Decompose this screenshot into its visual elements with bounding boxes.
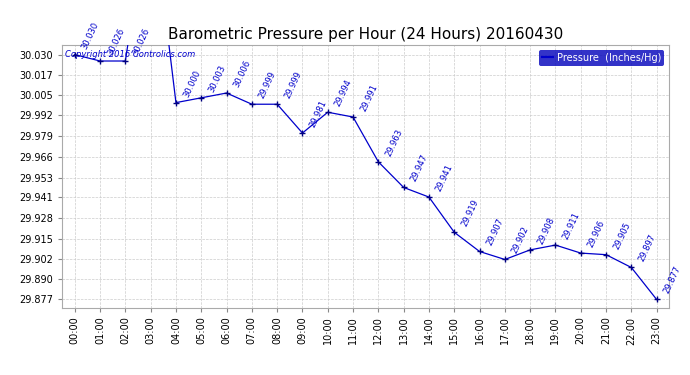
Text: 30.006: 30.006 (232, 58, 253, 89)
Text: 29.981: 29.981 (308, 99, 328, 129)
Text: 29.999: 29.999 (257, 70, 278, 100)
Text: 29.905: 29.905 (611, 220, 632, 251)
Text: 30.026: 30.026 (106, 27, 126, 57)
Text: 30.026: 30.026 (131, 27, 151, 57)
Text: 29.963: 29.963 (384, 128, 404, 158)
Title: Barometric Pressure per Hour (24 Hours) 20160430: Barometric Pressure per Hour (24 Hours) … (168, 27, 563, 42)
Text: 29.919: 29.919 (460, 198, 480, 228)
Text: 29.877: 29.877 (662, 265, 682, 296)
Text: 29.991: 29.991 (359, 83, 379, 113)
Text: 30.030: 30.030 (80, 20, 101, 50)
Text: 29.906: 29.906 (586, 219, 607, 249)
Text: 29.897: 29.897 (637, 233, 658, 263)
Text: 29.999: 29.999 (283, 70, 303, 100)
Text: 29.947: 29.947 (409, 153, 430, 183)
Text: 29.907: 29.907 (485, 217, 506, 247)
Legend: Pressure  (Inches/Hg): Pressure (Inches/Hg) (539, 50, 664, 66)
Text: 29.908: 29.908 (535, 216, 556, 246)
Text: 29.941: 29.941 (435, 163, 455, 193)
Text: 30.000: 30.000 (181, 68, 202, 99)
Text: Copyright 2016 Controlics.com: Copyright 2016 Controlics.com (65, 50, 195, 59)
Text: 29.911: 29.911 (561, 211, 582, 241)
Text: 29.994: 29.994 (333, 78, 354, 108)
Text: 30.130: 30.130 (0, 374, 1, 375)
Text: 30.003: 30.003 (207, 63, 227, 94)
Text: 29.902: 29.902 (511, 225, 531, 255)
